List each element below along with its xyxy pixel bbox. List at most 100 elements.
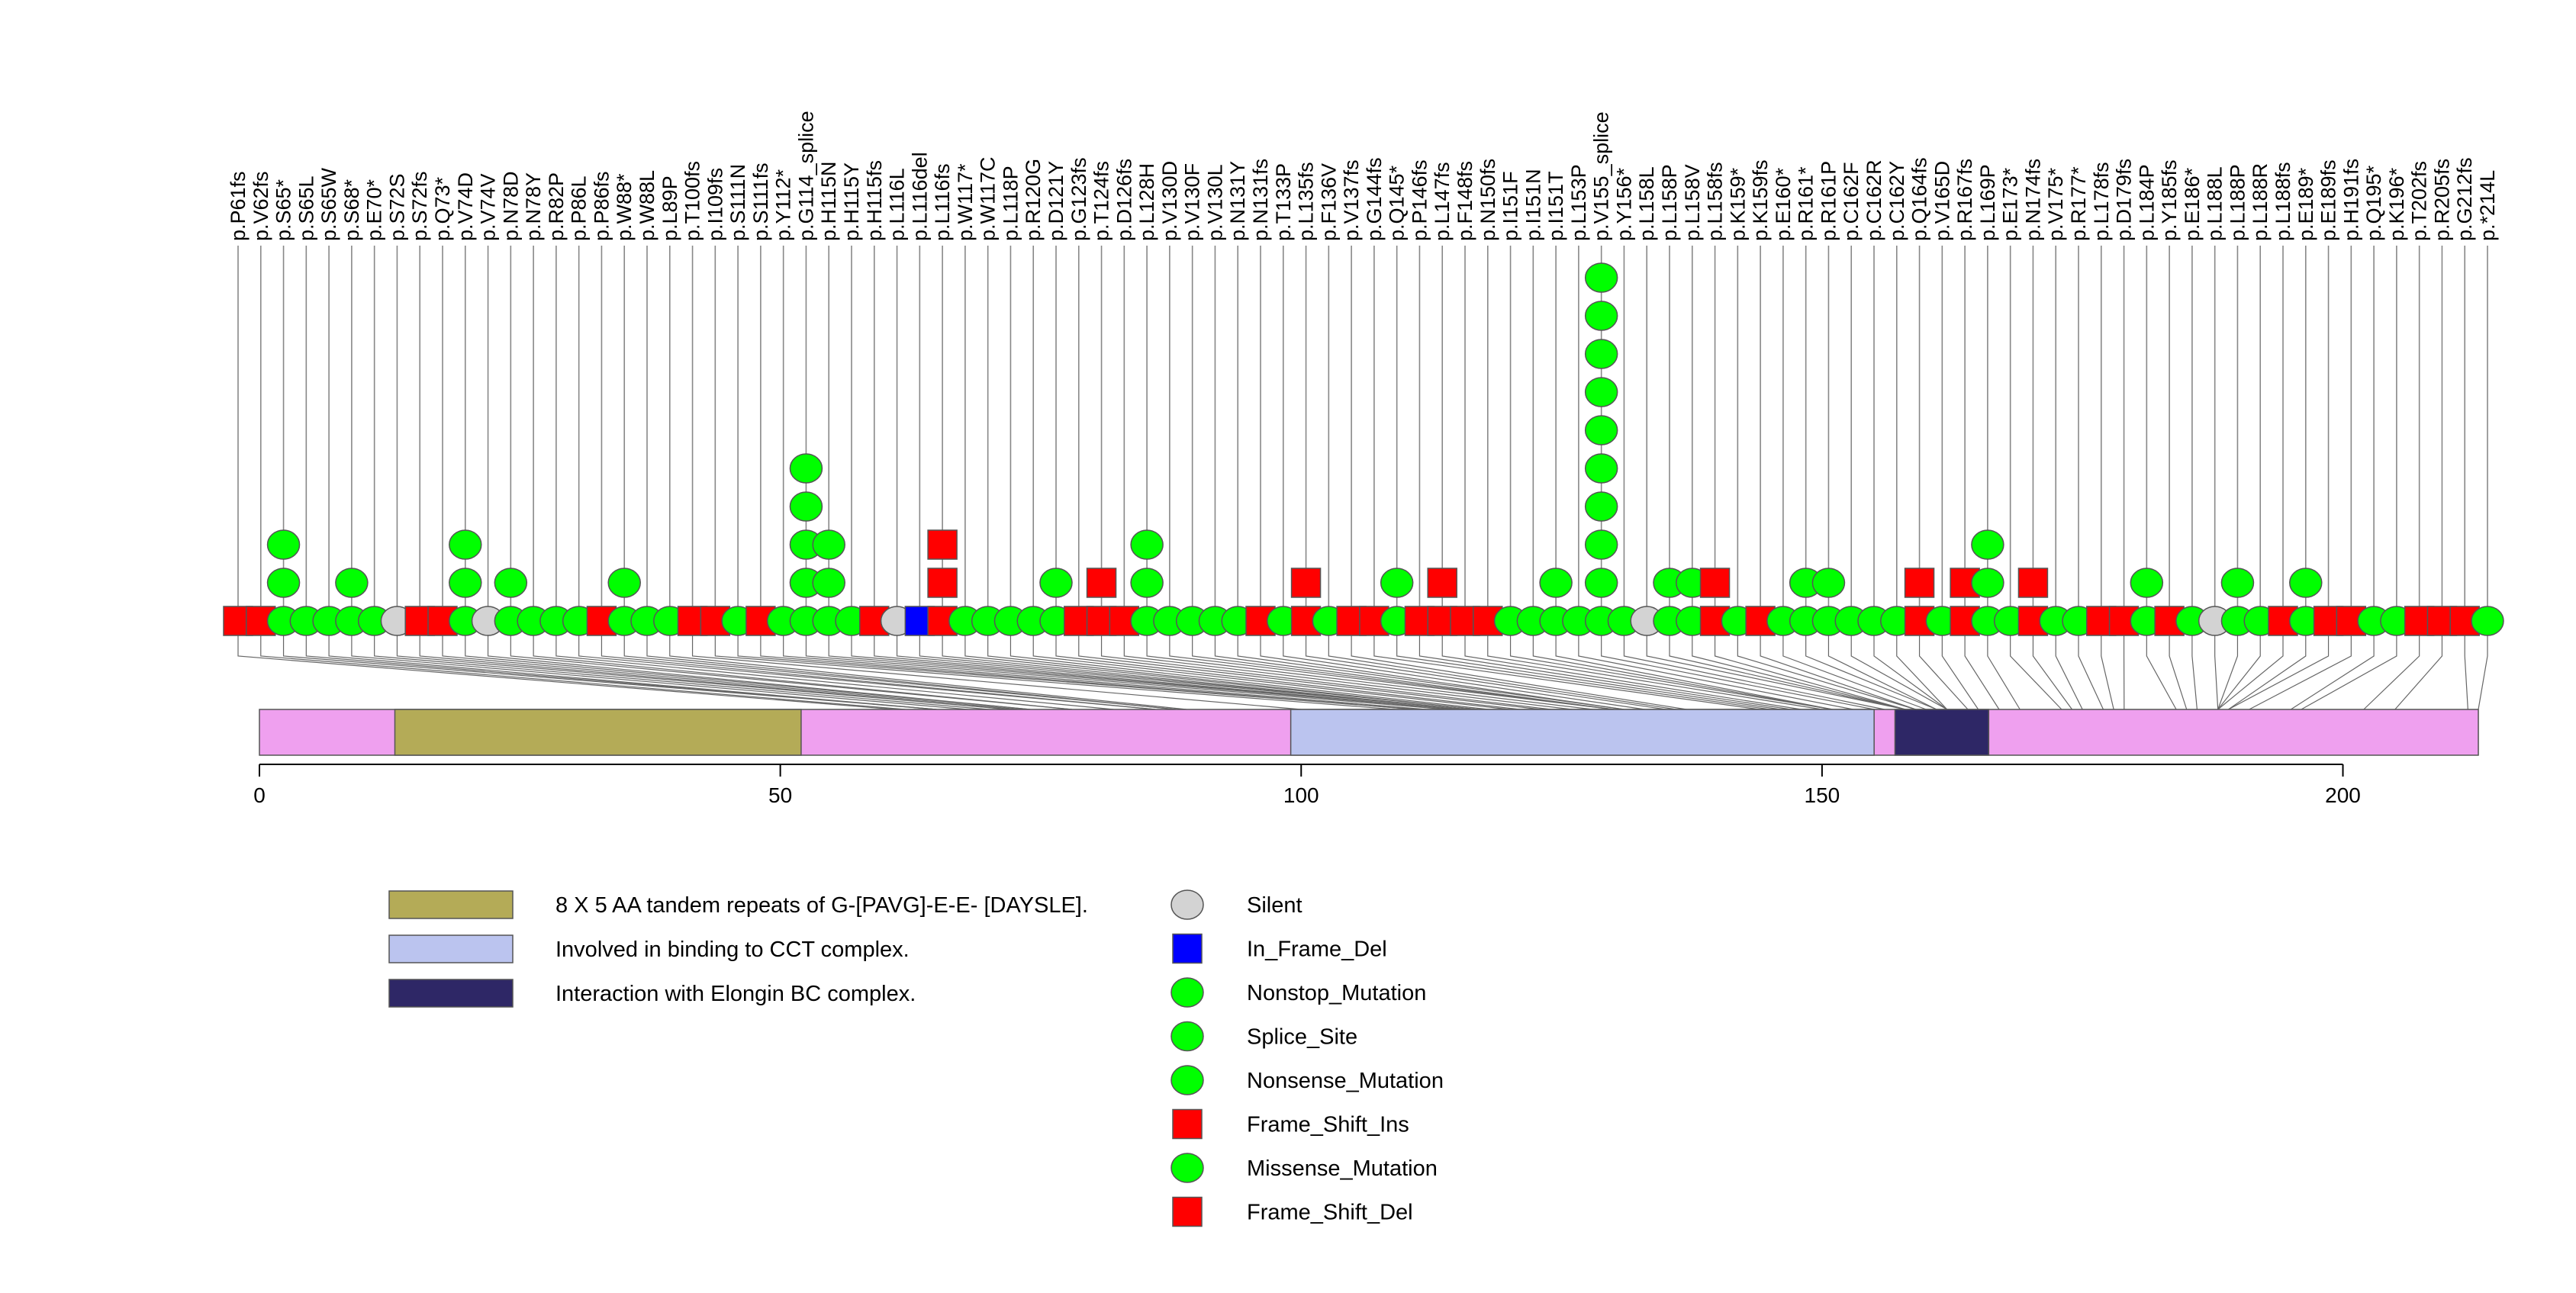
mutation-circle-26-1 [813, 568, 845, 597]
mutation-label-98: p.G212fs [2453, 157, 2476, 241]
legend-type-square-1 [1173, 934, 1202, 963]
mutation-label-93: p.H191fs [2339, 159, 2362, 241]
mutation-label-51: p.Q145* [1386, 165, 1409, 241]
mutation-label-11: p.V74V [477, 173, 500, 241]
mutation-label-34: p.L118P [999, 166, 1022, 241]
mutation-label-86: p.E186* [2181, 167, 2204, 241]
mutation-label-16: p.P86fs [590, 171, 613, 241]
mutation-label-27: p.H115Y [840, 162, 863, 241]
mutation-label-68: p.E160* [1772, 167, 1795, 241]
mutation-label-54: p.F148fs [1454, 161, 1476, 241]
mutation-label-47: p.L135fs [1295, 162, 1318, 241]
mutation-square-31-1 [928, 568, 957, 597]
mutation-label-84: p.L184P [2135, 164, 2158, 241]
mutation-label-48: p.F136V [1317, 163, 1340, 241]
legend-type-label-6: Missense_Mutation [1247, 1156, 1438, 1181]
protein-track [259, 709, 2478, 755]
mutation-label-20: p.T100fs [681, 161, 704, 241]
legend: 8 X 5 AA tandem repeats of G-[PAVG]-E-E-… [389, 890, 1444, 1227]
mutation-label-31: p.L116fs [931, 163, 954, 241]
mutation-label-24: p.Y112* [772, 169, 795, 241]
legend-domain-swatch-1 [389, 935, 513, 963]
mutation-label-35: p.R120G [1022, 159, 1045, 241]
mutation-circle-26-2 [813, 530, 845, 559]
mutation-label-56: p.I151F [1499, 171, 1522, 241]
mutation-label-91: p.E189* [2294, 167, 2317, 241]
mutation-label-28: p.H115fs [863, 160, 886, 241]
mutation-label-21: p.I109fs [704, 168, 726, 241]
mutation-square-47-1 [1292, 568, 1321, 597]
mutation-label-63: p.L158P [1658, 164, 1681, 241]
mutation-label-53: p.L147fs [1431, 162, 1454, 241]
mutation-label-19: p.L89P [658, 175, 681, 241]
mutation-label-41: p.V130D [1158, 161, 1181, 241]
mutation-circle-60-7 [1586, 339, 1618, 368]
mutation-label-73: p.C162Y [1885, 161, 1908, 241]
legend-type-label-2: Nonstop_Mutation [1247, 981, 1426, 1005]
legend-type-circle-3 [1171, 1022, 1203, 1051]
mutation-circle-25-4 [790, 454, 822, 483]
legend-type-label-0: Silent [1247, 893, 1302, 918]
mutation-label-25: p.G114_splice [794, 111, 817, 241]
mutation-label-1: p.V62fs [250, 171, 272, 241]
mutation-label-78: p.E173* [1999, 167, 2022, 241]
legend-type-label-5: Frame_Shift_Ins [1247, 1113, 1409, 1137]
mutation-label-46: p.T133P [1272, 163, 1295, 241]
mutation-label-40: p.L128H [1135, 163, 1158, 241]
mutation-circle-88-1 [2221, 568, 2253, 597]
mutation-label-77: p.L169P [1976, 164, 1999, 241]
mutation-label-95: p.K196* [2385, 167, 2408, 241]
x-tick-label-1: 50 [768, 783, 792, 807]
domain-block-1 [1291, 709, 1875, 755]
mutation-square-38-1 [1087, 568, 1116, 597]
mutation-square-53-1 [1428, 568, 1457, 597]
legend-type-label-1: In_Frame_Del [1247, 938, 1387, 962]
mutation-label-80: p.V175* [2044, 167, 2067, 241]
mutation-label-37: p.G123fs [1067, 157, 1090, 241]
mutation-circle-51-1 [1381, 568, 1413, 597]
mutation-circle-60-1 [1586, 568, 1618, 597]
legend-type-label-4: Nonsense_Mutation [1247, 1069, 1444, 1093]
legend-type-square-5 [1173, 1110, 1202, 1139]
mutation-label-55: p.N150fs [1476, 159, 1499, 241]
mutation-label-66: p.K159* [1726, 167, 1749, 241]
mutation-square-79-1 [2018, 568, 2047, 597]
mutation-label-82: p.L178fs [2090, 162, 2113, 241]
mutation-label-89: p.L188R [2249, 163, 2272, 241]
mutation-label-94: p.Q195* [2362, 165, 2385, 241]
mutation-circle-60-6 [1586, 378, 1618, 407]
mutation-label-0: p.P61fs [227, 171, 250, 241]
mutation-label-59: p.L153P [1567, 164, 1590, 241]
mutation-label-88: p.L188P [2226, 164, 2249, 241]
mutation-label-14: p.R82P [545, 172, 568, 241]
mutation-label-3: p.S65L [295, 175, 317, 241]
legend-type-circle-4 [1171, 1066, 1203, 1095]
mutation-circle-77-2 [1972, 530, 2004, 559]
mutation-label-4: p.S65W [317, 167, 340, 241]
mutation-label-23: p.S111fs [749, 162, 772, 241]
mutation-label-52: p.P146fs [1408, 159, 1431, 241]
legend-domain-swatch-0 [389, 891, 513, 918]
mutation-label-97: p.R205fs [2430, 159, 2453, 241]
mutation-label-17: p.W88* [613, 173, 636, 241]
legend-domain-label-2: Interaction with Elongin BC complex. [555, 982, 916, 1006]
mutation-circle-60-2 [1586, 530, 1618, 559]
mutation-circle-5-1 [336, 568, 368, 597]
mutation-label-69: p.R161* [1795, 166, 1818, 241]
legend-type-circle-0 [1171, 890, 1203, 919]
mutation-circle-60-4 [1586, 454, 1618, 483]
mutation-label-99: p.*214L [2476, 170, 2499, 241]
mutation-label-67: p.K159fs [1749, 159, 1772, 241]
mutation-label-72: p.C162R [1863, 159, 1885, 241]
mutation-label-39: p.D126fs [1113, 159, 1135, 241]
mutation-label-79: p.N174fs [2021, 159, 2044, 241]
mutation-label-8: p.S72fs [408, 171, 431, 241]
mutation-label-44: p.N131Y [1226, 161, 1249, 241]
mutation-label-62: p.L158L [1635, 166, 1658, 241]
mutation-circle-17-1 [608, 568, 640, 597]
legend-type-square-7 [1173, 1198, 1202, 1227]
mutation-circle-84-1 [2130, 568, 2162, 597]
mutation-circle-60-9 [1586, 263, 1618, 292]
mutation-label-90: p.L188fs [2272, 162, 2294, 241]
mutation-label-64: p.L158V [1681, 164, 1704, 241]
